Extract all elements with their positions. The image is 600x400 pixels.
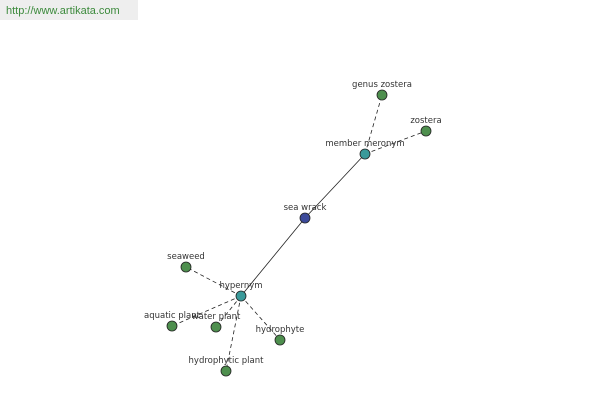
node[interactable] (180, 261, 192, 273)
node-label: aquatic plant (144, 311, 201, 321)
node[interactable] (376, 89, 388, 101)
node[interactable] (220, 365, 232, 377)
site-url[interactable]: http://www.artikata.com (0, 0, 138, 20)
dashed-edge (240, 295, 281, 341)
dashed-edge (225, 295, 242, 372)
edge (304, 153, 366, 219)
node-label: member meronym (325, 139, 404, 149)
dashed-edge (364, 130, 427, 155)
node-label: hydrophyte (256, 325, 305, 335)
node[interactable] (420, 125, 432, 137)
dashed-edge (171, 295, 242, 327)
node[interactable] (166, 320, 178, 332)
node-label: genus zostera (352, 80, 412, 90)
node[interactable] (235, 290, 247, 302)
node-label: zostera (410, 116, 441, 126)
edge (240, 217, 306, 297)
node[interactable] (359, 148, 371, 160)
node[interactable] (210, 321, 222, 333)
dashed-edge (364, 94, 383, 155)
dashed-edge (185, 266, 242, 297)
node-label: seaweed (167, 252, 205, 262)
node-label: water plant (192, 312, 241, 322)
node-label: hypernym (219, 281, 262, 291)
node[interactable] (299, 212, 311, 224)
node[interactable] (274, 334, 286, 346)
node-label: sea wrack (284, 203, 327, 213)
node-label: hydrophytic plant (189, 356, 265, 366)
